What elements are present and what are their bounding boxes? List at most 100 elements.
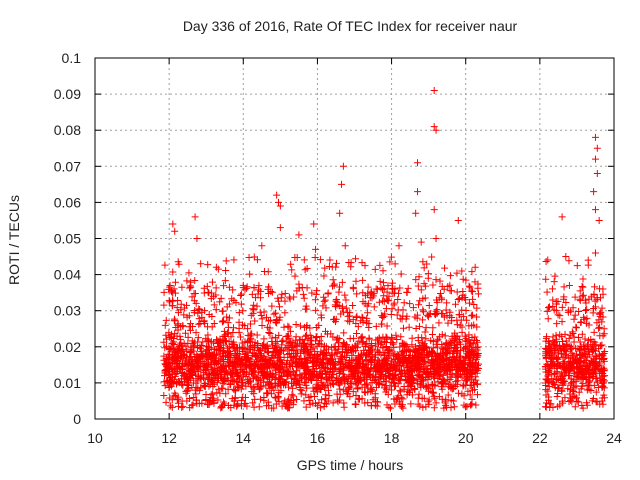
data-point <box>405 353 413 361</box>
data-point <box>254 368 262 376</box>
data-point <box>544 315 552 323</box>
data-point <box>162 398 170 406</box>
data-point <box>401 367 409 375</box>
data-point <box>231 394 239 402</box>
data-point <box>576 338 584 346</box>
data-point <box>285 323 293 331</box>
data-point <box>455 389 463 397</box>
data-point <box>174 344 182 352</box>
data-point <box>302 370 310 378</box>
data-point <box>433 364 441 372</box>
data-point <box>473 350 481 358</box>
data-point <box>402 341 410 349</box>
data-point <box>175 377 183 385</box>
data-point <box>437 351 445 359</box>
data-point <box>313 287 321 295</box>
data-point <box>267 316 275 324</box>
data-point <box>553 393 561 401</box>
data-point <box>429 324 437 332</box>
data-point <box>274 294 282 302</box>
data-point <box>238 381 246 389</box>
data-point <box>165 297 173 305</box>
data-point <box>396 386 404 394</box>
data-point <box>177 323 185 331</box>
data-point <box>174 399 182 407</box>
y-tick-label: 0.02 <box>54 339 81 355</box>
data-point <box>470 363 478 371</box>
data-point <box>554 353 562 361</box>
data-point <box>582 299 590 307</box>
data-point <box>559 399 567 407</box>
data-point <box>568 378 576 386</box>
data-point <box>321 399 329 407</box>
data-point <box>585 295 593 303</box>
data-point <box>229 328 237 336</box>
data-point <box>466 391 474 399</box>
data-point <box>208 323 216 331</box>
data-point <box>567 380 575 388</box>
data-point <box>364 283 372 291</box>
x-axis-label: GPS time / hours <box>297 457 404 473</box>
data-point <box>237 290 245 298</box>
data-point <box>263 361 271 369</box>
data-point <box>161 382 169 390</box>
data-point <box>600 330 608 338</box>
data-point <box>583 381 591 389</box>
data-point <box>414 282 422 290</box>
data-point <box>330 380 338 388</box>
data-point <box>276 224 284 232</box>
data-point <box>345 361 353 369</box>
data-point <box>432 126 440 134</box>
data-point <box>433 306 441 314</box>
data-point <box>340 399 348 407</box>
data-point <box>591 206 599 214</box>
data-point <box>261 346 269 354</box>
data-point <box>600 364 608 372</box>
data-point <box>430 86 438 94</box>
data-point <box>552 331 560 339</box>
x-tick-label: 22 <box>532 430 548 446</box>
data-point <box>420 308 428 316</box>
data-point <box>165 350 173 358</box>
data-point <box>321 342 329 350</box>
data-point <box>346 393 354 401</box>
data-point <box>284 372 292 380</box>
data-point <box>316 369 324 377</box>
data-point <box>257 312 265 320</box>
data-point <box>247 311 255 319</box>
data-point <box>565 281 573 289</box>
data-point <box>342 296 350 304</box>
data-point <box>358 333 366 341</box>
y-tick-label: 0.04 <box>54 267 81 283</box>
data-point <box>579 283 587 291</box>
data-point <box>562 337 570 345</box>
data-point <box>460 371 468 379</box>
y-tick-label: 0.09 <box>54 86 81 102</box>
data-point <box>407 400 415 408</box>
data-point <box>453 288 461 296</box>
data-point <box>336 378 344 386</box>
data-point <box>271 393 279 401</box>
data-point <box>383 295 391 303</box>
data-point <box>378 362 386 370</box>
data-point <box>456 311 464 319</box>
data-point <box>473 323 481 331</box>
data-point <box>323 360 331 368</box>
data-point <box>468 334 476 342</box>
data-point <box>466 401 474 409</box>
data-point <box>361 381 369 389</box>
data-point <box>458 390 466 398</box>
data-point <box>453 321 461 329</box>
data-point <box>554 361 562 369</box>
data-point <box>218 352 226 360</box>
data-point <box>202 334 210 342</box>
data-point <box>178 283 186 291</box>
data-point <box>258 315 266 323</box>
data-point <box>416 402 424 410</box>
data-point <box>198 399 206 407</box>
y-tick-label: 0.05 <box>54 231 81 247</box>
data-point <box>434 352 442 360</box>
data-point <box>468 288 476 296</box>
data-point <box>194 367 202 375</box>
data-point <box>335 288 343 296</box>
